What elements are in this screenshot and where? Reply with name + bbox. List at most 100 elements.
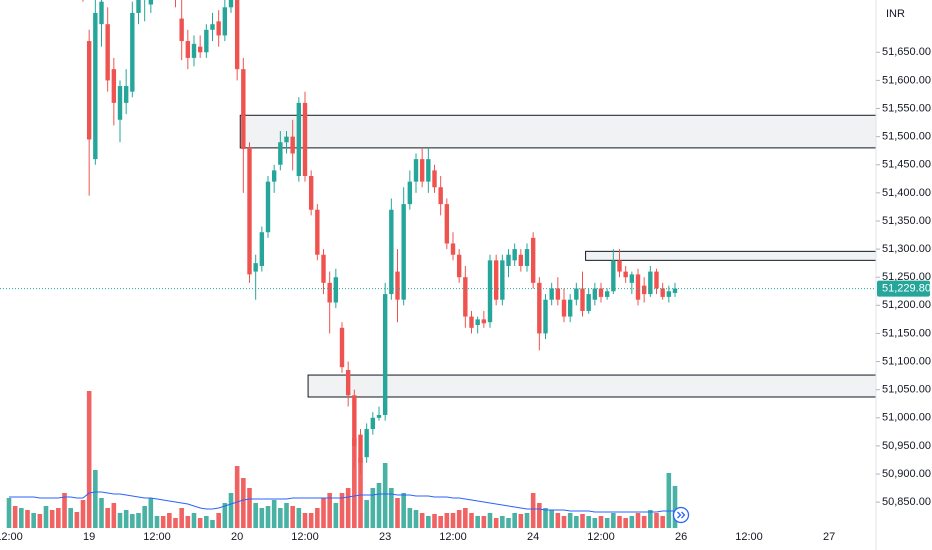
candle-body bbox=[86, 41, 92, 140]
volume-bar bbox=[567, 513, 573, 528]
volume-bar bbox=[111, 503, 117, 528]
candle-body bbox=[629, 274, 635, 283]
y-tick-label: 51,100.00 bbox=[882, 355, 931, 367]
volume-bar bbox=[296, 508, 302, 528]
candle-body bbox=[296, 102, 302, 176]
volume-bar bbox=[469, 513, 474, 528]
scroll-to-realtime-button[interactable] bbox=[672, 506, 690, 524]
volume-bar bbox=[167, 513, 172, 528]
candle-body bbox=[284, 136, 289, 143]
volume-bar bbox=[80, 500, 86, 528]
volume-bar bbox=[136, 513, 141, 528]
x-tick-label: 12:00 bbox=[735, 531, 763, 543]
last-price-label: 51,229.80 bbox=[882, 282, 931, 294]
volume-bar bbox=[370, 488, 376, 528]
candle-body bbox=[407, 181, 413, 205]
candle-body bbox=[475, 319, 480, 326]
last-price-badge bbox=[877, 280, 930, 297]
volume-bar bbox=[475, 516, 480, 528]
volume-bar bbox=[247, 488, 252, 528]
candle-body bbox=[99, 1, 104, 25]
x-tick-label: 24 bbox=[527, 531, 539, 543]
volume-bar bbox=[364, 500, 369, 528]
candle-body bbox=[136, 0, 141, 13]
scroll-button-icon[interactable] bbox=[677, 511, 686, 519]
candle-body bbox=[666, 291, 672, 297]
candle-body bbox=[512, 249, 517, 261]
zone bbox=[585, 250, 876, 261]
candle-body bbox=[537, 282, 542, 334]
candle-body bbox=[592, 288, 598, 300]
volume-bar bbox=[68, 508, 73, 528]
y-tick-label: 50,900.00 bbox=[882, 468, 931, 480]
x-tick-label: 12:00 bbox=[587, 531, 615, 543]
volume-bar bbox=[549, 510, 554, 528]
volume-bar bbox=[173, 518, 178, 528]
candle-body bbox=[376, 414, 382, 418]
volume-ma-line bbox=[9, 491, 675, 513]
candle-body bbox=[339, 327, 345, 368]
x-tick-label: 23 bbox=[379, 531, 391, 543]
volume-bar bbox=[648, 510, 653, 528]
volume-bar bbox=[500, 516, 505, 528]
candle-body bbox=[567, 299, 573, 317]
volume-bar bbox=[160, 516, 166, 528]
y-tick-label: 51,200.00 bbox=[882, 299, 931, 311]
volume-bar bbox=[191, 513, 197, 528]
volume-bar bbox=[580, 514, 585, 528]
volume-bar bbox=[666, 473, 672, 528]
candle-body bbox=[370, 417, 376, 430]
volume-bar bbox=[537, 503, 542, 528]
volume-bar bbox=[419, 513, 425, 528]
candle-body bbox=[438, 187, 443, 205]
candle-body bbox=[543, 299, 548, 334]
y-tick-label: 51,150.00 bbox=[882, 327, 931, 339]
volume-bar bbox=[327, 493, 332, 528]
candle-body bbox=[611, 260, 616, 292]
volume-bar bbox=[308, 513, 314, 528]
volume-bar bbox=[524, 513, 530, 528]
candle-body bbox=[463, 277, 468, 317]
candle-body bbox=[197, 46, 203, 53]
candle-body bbox=[216, 21, 221, 36]
x-tick-label: 27 bbox=[823, 531, 835, 543]
volume-bar bbox=[31, 513, 36, 528]
candle-body bbox=[302, 102, 308, 176]
volume-bar bbox=[382, 463, 388, 528]
candle-body bbox=[123, 86, 129, 103]
volume-bar bbox=[432, 514, 437, 528]
volume-bar bbox=[284, 503, 289, 528]
volume-bar bbox=[197, 518, 203, 528]
volume-bar bbox=[25, 510, 30, 528]
volume-bar bbox=[506, 518, 511, 528]
volume-bar bbox=[395, 498, 400, 528]
volume-bar bbox=[543, 508, 548, 528]
candle-body bbox=[518, 254, 524, 266]
volume-bar bbox=[623, 518, 628, 528]
volume-bar bbox=[105, 508, 110, 528]
volume-bar bbox=[19, 508, 24, 528]
volume-bar bbox=[216, 513, 221, 528]
volume-bar bbox=[660, 516, 665, 528]
volume-bar bbox=[555, 513, 561, 528]
y-tick-label: 51,050.00 bbox=[882, 384, 931, 396]
volume-bar bbox=[592, 518, 598, 528]
candle-body bbox=[321, 254, 326, 283]
candle-body bbox=[234, 0, 240, 70]
candle-body bbox=[93, 12, 98, 160]
candle-body bbox=[617, 260, 622, 272]
volume-bar bbox=[253, 503, 258, 528]
x-tick-label: 12:00 bbox=[291, 531, 319, 543]
volume-bar bbox=[376, 483, 382, 528]
volume-bar bbox=[302, 513, 308, 528]
candle-body bbox=[278, 142, 283, 165]
volume-bar bbox=[43, 506, 49, 528]
candle-body bbox=[444, 204, 450, 244]
y-tick-label: 51,600.00 bbox=[882, 74, 931, 86]
y-tick-label: 51,500.00 bbox=[882, 131, 931, 143]
y-tick-label: 51,400.00 bbox=[882, 187, 931, 199]
candle-body bbox=[426, 159, 431, 182]
candle-body bbox=[308, 176, 314, 210]
volume-bar bbox=[345, 488, 351, 528]
